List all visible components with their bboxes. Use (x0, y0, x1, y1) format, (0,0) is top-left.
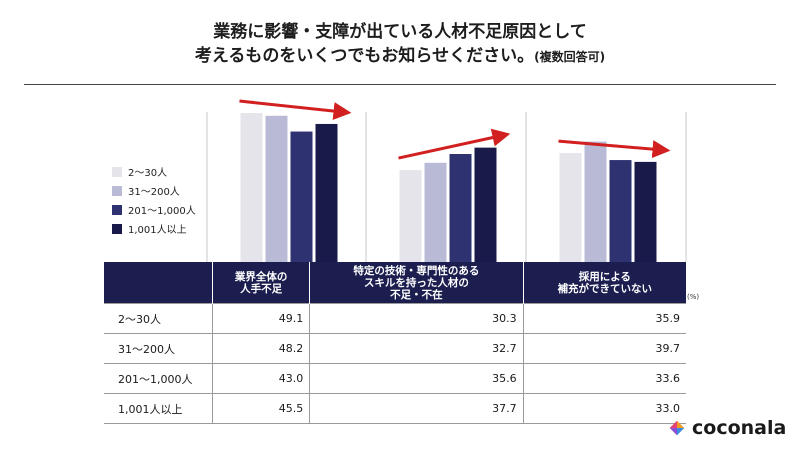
trend-arrow-up (398, 128, 511, 160)
category-label-line: 業界全体の (234, 270, 288, 283)
data-table: 業界全体の 人手不足 特定の技術・専門性のある スキルを持った人材の 不足・不在 採用によ… (104, 262, 686, 424)
table-header-row: 業界全体の 人手不足 特定の技術・専門性のある スキルを持った人材の 不足・不在 採用によ… (104, 262, 686, 304)
trend-arrow-down (239, 99, 352, 120)
table-header-category: 特定の技術・専門性のある スキルを持った人材の 不足・不在 (309, 262, 524, 304)
bar-1-series-4 (315, 123, 338, 262)
title-line-1: 業務に影響・支障が出ている人材不足原因として (213, 22, 587, 42)
category-label-line: 人手不足 (240, 282, 283, 295)
legend-label: 31〜200人 (128, 187, 180, 198)
bar-3-series-3 (609, 160, 632, 262)
value-cell: 35.6 (309, 363, 524, 394)
legend-item: 201〜1,000人 (112, 200, 196, 219)
category-label-line: 採用による (578, 270, 631, 283)
value-cell: 39.7 (522, 333, 686, 364)
brand-name: coconala (692, 417, 787, 439)
value-cell: 48.2 (211, 333, 310, 364)
table-header-category: 業界全体の 人手不足 (211, 262, 310, 304)
legend-label: 2〜30人 (128, 168, 168, 179)
row-label: 2〜30人 (104, 303, 213, 334)
bar-2-series-2 (424, 162, 447, 262)
bar-2-series-1 (399, 170, 422, 262)
legend-item: 2〜30人 (112, 162, 196, 181)
value-cell: 35.9 (522, 303, 686, 334)
legend-label: 1,001人以上 (128, 225, 187, 236)
legend-label: 201〜1,000人 (128, 206, 196, 217)
value-cell: 37.7 (309, 393, 524, 424)
row-label: 201〜1,000人 (104, 363, 213, 394)
value-cell: 33.6 (522, 363, 686, 394)
bar-2-series-3 (449, 153, 472, 262)
table-header-blank (104, 262, 213, 304)
legend-swatch (112, 166, 122, 177)
chart-title: 業務に影響・支障が出ている人材不足原因として 考えるものをいくつでもお知らせくだ… (0, 20, 800, 69)
title-line-2: 考えるものをいくつでもお知らせください。(複数回答可) (0, 44, 800, 69)
row-label: 1,001人以上 (104, 393, 213, 424)
coconala-logo-icon (669, 420, 685, 436)
value-cell: 32.7 (309, 333, 524, 364)
brand-logo: coconala (668, 417, 786, 439)
table-row: 201〜1,000人 43.0 35.6 33.6 (104, 363, 686, 394)
bar-1-series-2 (265, 115, 288, 262)
unit-label: (%) (687, 293, 700, 301)
bar-1-series-3 (290, 131, 313, 262)
value-cell: 30.3 (309, 303, 524, 334)
legend-item: 31〜200人 (112, 181, 196, 200)
value-cell: 43.0 (211, 363, 310, 394)
title-line-2-text: 考えるものをいくつでもお知らせください。 (194, 46, 535, 66)
table-row: 2〜30人 49.1 30.3 35.9 (104, 303, 686, 334)
category-label-line: 特定の技術・専門性のある (353, 264, 480, 277)
bar-3-series-1 (559, 153, 582, 262)
value-cell: 49.1 (211, 303, 310, 334)
table-header-category: 採用による 補充ができていない (522, 262, 686, 304)
bar-3-series-2 (584, 141, 607, 262)
category-label-line: 不足・不在 (390, 288, 443, 301)
legend-swatch (112, 185, 122, 196)
legend-swatch (112, 204, 122, 215)
category-label-line: スキルを持った人材の (363, 276, 469, 289)
value-cell: 45.5 (211, 393, 310, 424)
bar-3-series-4 (634, 161, 657, 262)
legend: 2〜30人 31〜200人 201〜1,000人 1,001人以上 (112, 162, 196, 238)
row-label: 31〜200人 (104, 333, 213, 364)
table-row: 1,001人以上 45.5 37.7 33.0 (104, 393, 686, 424)
bar-1-series-1 (240, 113, 263, 262)
bar-2-series-4 (474, 147, 497, 262)
value-cell: 33.0 (522, 393, 686, 424)
legend-swatch (112, 223, 122, 234)
legend-item: 1,001人以上 (112, 219, 196, 238)
title-note: (複数回答可) (534, 50, 606, 64)
trend-arrow-down (558, 139, 671, 159)
table-row: 31〜200人 48.2 32.7 39.7 (104, 333, 686, 364)
category-label-line: 補充ができていない (557, 282, 653, 295)
title-divider (24, 84, 776, 85)
